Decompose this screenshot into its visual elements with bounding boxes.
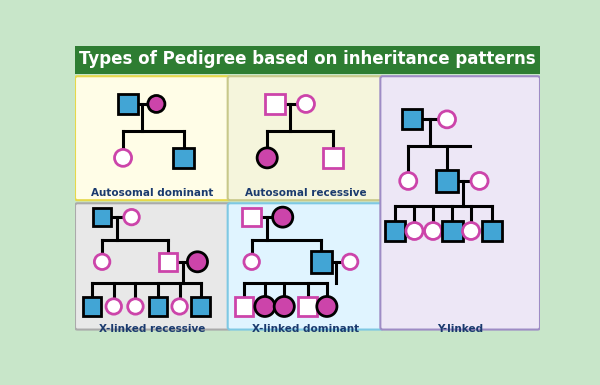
Bar — [173, 148, 194, 168]
Circle shape — [257, 148, 277, 168]
Text: Autosomal dominant: Autosomal dominant — [91, 188, 214, 198]
Bar — [402, 109, 422, 129]
Bar — [311, 251, 332, 273]
Circle shape — [187, 252, 208, 272]
Circle shape — [106, 299, 121, 314]
Bar — [191, 297, 210, 316]
Bar — [235, 297, 253, 316]
Circle shape — [94, 254, 110, 270]
Bar — [323, 148, 343, 168]
Circle shape — [128, 299, 143, 314]
FancyBboxPatch shape — [380, 76, 540, 330]
Circle shape — [471, 172, 488, 189]
Circle shape — [425, 223, 442, 239]
Text: Types of Pedigree based on inheritance patterns: Types of Pedigree based on inheritance p… — [79, 50, 536, 68]
Bar — [93, 208, 112, 226]
Circle shape — [400, 172, 417, 189]
Text: Y-linked: Y-linked — [437, 324, 483, 334]
Circle shape — [255, 296, 275, 316]
Text: X-linked recessive: X-linked recessive — [100, 324, 206, 334]
Circle shape — [439, 111, 455, 128]
Circle shape — [124, 209, 139, 225]
Bar — [149, 297, 167, 316]
Bar — [83, 297, 101, 316]
Bar — [158, 253, 178, 271]
Circle shape — [274, 296, 295, 316]
Circle shape — [272, 207, 293, 227]
Bar — [118, 94, 138, 114]
Circle shape — [343, 254, 358, 270]
Bar — [442, 221, 463, 241]
FancyBboxPatch shape — [75, 203, 231, 330]
Bar — [265, 94, 285, 114]
Text: Autosomal recessive: Autosomal recessive — [245, 188, 367, 198]
Bar — [242, 208, 261, 226]
Circle shape — [148, 95, 165, 112]
Bar — [436, 170, 458, 192]
Circle shape — [406, 223, 423, 239]
Circle shape — [463, 223, 479, 239]
Circle shape — [244, 254, 259, 270]
Circle shape — [317, 296, 337, 316]
FancyBboxPatch shape — [75, 76, 231, 200]
Bar — [482, 221, 502, 241]
FancyBboxPatch shape — [227, 76, 383, 200]
Text: X-linked dominant: X-linked dominant — [253, 324, 359, 334]
Circle shape — [298, 95, 314, 112]
Bar — [298, 297, 317, 316]
Bar — [385, 221, 405, 241]
Circle shape — [115, 149, 131, 166]
Bar — [75, 46, 540, 74]
Circle shape — [172, 299, 187, 314]
FancyBboxPatch shape — [227, 203, 383, 330]
